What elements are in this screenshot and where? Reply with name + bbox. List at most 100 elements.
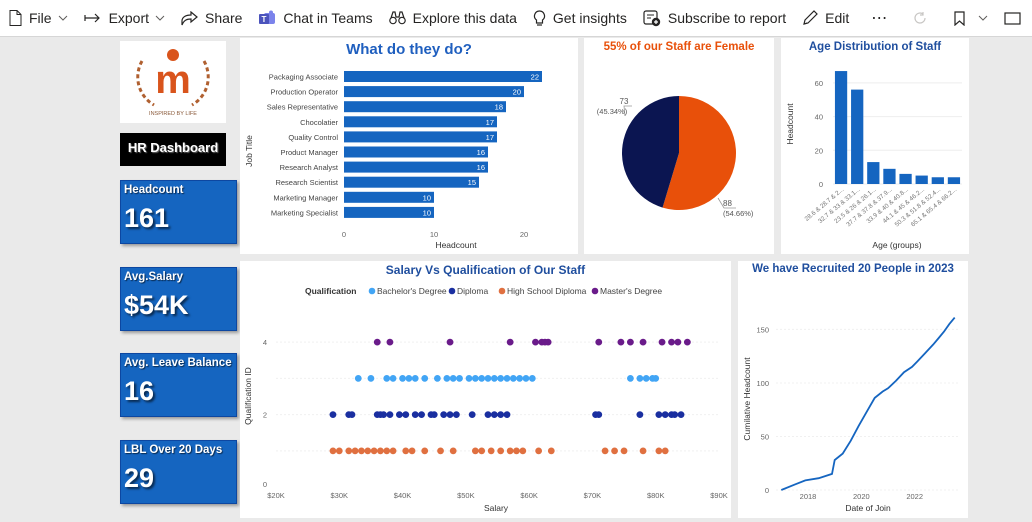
chevron-down-icon: [155, 15, 165, 21]
subscribe-button[interactable]: Subscribe to report: [635, 0, 794, 37]
bar: [344, 206, 434, 218]
export-arrow-icon: [83, 13, 100, 23]
data-point: [446, 338, 454, 346]
y-tick-label: Marketing Manager: [273, 193, 338, 202]
data-point: [547, 447, 555, 455]
more-options-button[interactable]: ⋯: [857, 0, 901, 37]
data-point: [471, 374, 479, 382]
recruitment-line-chart[interactable]: We have Recruited 20 People in 2023 0 50 1…: [738, 261, 968, 518]
data-point: [383, 374, 391, 382]
chart-title: Age Distribution of Staff: [808, 41, 942, 53]
get-insights-button[interactable]: Get insights: [525, 0, 635, 37]
insights-label: Get insights: [552, 10, 627, 26]
bar: [947, 177, 961, 184]
share-button[interactable]: Share: [173, 0, 250, 37]
x-tick-label: 10: [430, 230, 438, 239]
data-point: [351, 447, 359, 455]
bar: [344, 191, 434, 203]
series-line: [780, 317, 956, 491]
x-tick-label: $30K: [331, 491, 349, 500]
data-point: [490, 411, 498, 419]
data-point: [335, 447, 343, 455]
export-menu[interactable]: Export: [76, 0, 173, 37]
age-distribution-chart[interactable]: Age Distribution of Staff 0 20 40 60 28.6 & …: [781, 38, 969, 254]
data-point: [627, 338, 634, 346]
y-axis-title: Cumilative Headcount: [742, 357, 752, 441]
bar: [834, 71, 848, 184]
chevron-down-icon: [58, 15, 67, 21]
kpi-avg-salary: Avg.Salary $54K: [120, 267, 237, 331]
data-point: [595, 338, 603, 346]
data-point: [497, 411, 505, 419]
data-point: [465, 374, 473, 382]
chevron-down-icon: [978, 15, 988, 21]
slice-pct: (45.34%): [597, 107, 628, 116]
bar: [344, 116, 497, 128]
data-label: 16: [477, 148, 485, 157]
data-point: [389, 447, 397, 455]
data-point: [484, 374, 492, 382]
data-point: [405, 374, 413, 382]
y-tick-label: Marketing Specialist: [271, 208, 339, 217]
chart-title: We have Recruited 20 People in 2023: [752, 263, 954, 275]
y-tick-label: Production Operator: [270, 88, 338, 97]
y-tick-label: Chocolatier: [300, 118, 338, 127]
data-point: [354, 374, 362, 382]
edit-button[interactable]: Edit: [794, 0, 857, 37]
data-point: [430, 411, 438, 419]
bookmark-menu[interactable]: [946, 0, 996, 37]
data-point: [358, 447, 365, 455]
slice-label: 73: [620, 97, 629, 106]
data-point: [661, 411, 669, 419]
x-axis-title: Age (groups): [872, 240, 921, 250]
refresh-button[interactable]: [901, 0, 946, 37]
data-point: [367, 374, 375, 382]
bar: [344, 161, 488, 173]
y-tick-label: Research Scientist: [275, 178, 338, 187]
data-point: [506, 447, 514, 455]
explore-data-button[interactable]: Explore this data: [381, 0, 525, 37]
teams-icon: T: [259, 10, 276, 24]
data-point: [402, 447, 410, 455]
data-point: [478, 447, 486, 455]
view-menu[interactable]: [996, 0, 1032, 37]
salary-qualification-chart[interactable]: Salary Vs Qualification of Our Staff Qua…: [240, 261, 731, 518]
file-icon: [9, 10, 22, 26]
chat-in-teams-button[interactable]: T Chat in Teams: [250, 0, 380, 37]
file-menu[interactable]: File: [0, 0, 76, 37]
pie-slice: [622, 96, 679, 208]
data-point: [642, 374, 650, 382]
data-point: [595, 411, 603, 419]
kpi-label: Avg.Salary: [124, 271, 184, 283]
x-tick-label: $90K: [710, 491, 728, 500]
data-point: [617, 338, 625, 346]
data-point: [348, 411, 356, 419]
x-tick-label: $80K: [647, 491, 665, 500]
data-label: 18: [495, 103, 503, 112]
bar: [867, 162, 880, 184]
kpi-headcount: Headcount 161: [120, 180, 237, 244]
data-point: [671, 411, 679, 419]
data-point: [370, 447, 378, 455]
data-point: [497, 374, 505, 382]
kpi-value: 161: [124, 203, 170, 233]
data-point: [661, 447, 669, 455]
x-tick-label: $50K: [457, 491, 475, 500]
data-point: [408, 447, 416, 455]
data-label: 10: [423, 193, 431, 202]
x-tick-label: 2018: [800, 492, 817, 501]
bar: [931, 177, 944, 184]
lightbulb-icon: [533, 9, 545, 26]
data-point: [497, 447, 505, 455]
slice-pct: (54.66%): [723, 209, 754, 218]
data-point: [421, 374, 429, 382]
bar: [344, 146, 488, 158]
gender-pie-chart[interactable]: 55% of our Staff are Female 88 (54.66%) 73…: [584, 38, 774, 254]
company-logo: m INSPIRED BY LIFE: [120, 41, 226, 123]
bar: [344, 131, 497, 143]
data-point: [487, 447, 495, 455]
chart-title: Salary Vs Qualification of Our Staff: [385, 263, 586, 277]
y-tick-label: 0: [263, 480, 267, 489]
job-title-chart[interactable]: What do they do? Packaging Associate 22 Pr…: [240, 38, 578, 254]
legend-label: Master's Degree: [600, 286, 662, 296]
